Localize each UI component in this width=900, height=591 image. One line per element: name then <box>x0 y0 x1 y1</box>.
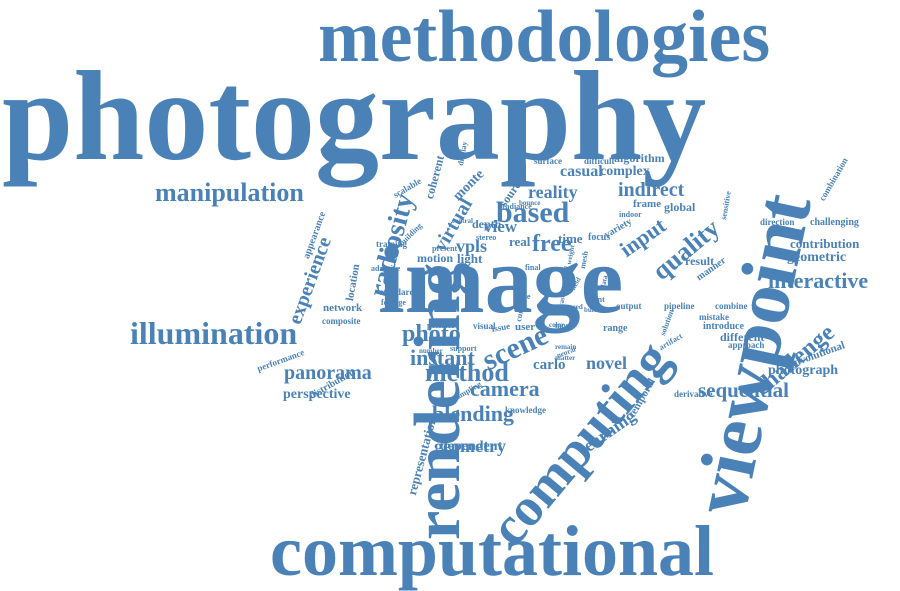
word-computational: computational <box>270 511 715 591</box>
word-pipeline: pipeline <box>664 301 695 311</box>
word-combine: combine <box>715 301 748 311</box>
word-geometry: geometry <box>434 436 506 456</box>
word-solution: solution <box>658 308 676 337</box>
word-illumination: illumination <box>130 315 298 351</box>
word-image: image <box>378 226 624 333</box>
word-algorithm: algorithm <box>614 151 665 165</box>
word-photograph: photograph <box>768 363 839 378</box>
word-scale: scale <box>514 292 531 301</box>
word-point: point <box>587 295 605 304</box>
word-contribution: contribution <box>790 236 860 251</box>
word-instant: instant <box>410 345 475 370</box>
word-dependent: dependent <box>440 439 503 454</box>
word-photo: photo <box>402 321 461 347</box>
word-support: support <box>450 344 477 353</box>
word-visual: visual <box>473 321 496 331</box>
word-real: real <box>509 234 531 249</box>
word-interactive: interactive <box>768 268 869 293</box>
word-geometric: geometric <box>787 250 847 265</box>
word-methodologies: methodologies <box>318 0 771 78</box>
word-camera: camera <box>470 376 540 401</box>
word-depth: depth <box>472 217 502 231</box>
word-indoor: indoor <box>619 210 642 219</box>
word-mistake: mistake <box>699 312 729 322</box>
word-manipulation: manipulation <box>155 178 304 207</box>
word-challenging: challenging <box>810 217 859 228</box>
word-photography: photography <box>2 45 707 187</box>
word-light: light <box>457 251 483 266</box>
word-knowledge: knowledge <box>505 405 547 415</box>
word-stereo: stereo <box>476 233 497 242</box>
word-sequential: sequential <box>698 378 790 402</box>
word-novel: novel <box>586 353 628 373</box>
word-vpls: vpls <box>456 236 488 256</box>
word-buffer: buffer <box>584 306 603 314</box>
word-reality: reality <box>528 182 578 202</box>
word-standard: standard <box>380 287 415 297</box>
word-number: number <box>419 347 443 355</box>
word-output: output <box>616 301 642 311</box>
word-composite: composite <box>322 316 361 326</box>
word-blending: blending <box>432 401 514 426</box>
word-result: result <box>685 254 715 268</box>
word-perspective: perspective <box>283 387 351 402</box>
word-radiance: radiance <box>502 202 532 211</box>
word-different: different <box>720 330 765 344</box>
word-final: final <box>525 263 541 272</box>
word-based: based <box>496 196 570 229</box>
word-location: location <box>344 263 363 302</box>
word-bounce: bounce <box>519 199 541 207</box>
word-derivative: derivative <box>674 389 713 399</box>
word-casual: casual <box>560 163 603 180</box>
word-free: free <box>532 231 572 257</box>
word-central: central <box>452 217 473 225</box>
word-method: method <box>425 358 509 387</box>
word-view: view <box>484 217 518 236</box>
word-direction: direction <box>760 217 795 227</box>
word-time: time <box>558 231 583 246</box>
word-complex: complex <box>600 164 650 179</box>
word-global: global <box>664 200 696 214</box>
word-present: present <box>432 244 458 253</box>
word-focus: focus <box>588 232 611 243</box>
word-surface: surface <box>534 156 562 166</box>
word-user: user <box>515 321 536 333</box>
word-frame: frame <box>633 198 662 210</box>
word-network: network <box>323 302 363 314</box>
word-sensitive: sensitive <box>719 190 733 221</box>
word-possible: possible <box>427 321 455 330</box>
word-combination: combination <box>817 155 850 203</box>
word-motion: motion <box>417 251 453 265</box>
word-color: color <box>549 321 565 329</box>
word-footage: footage <box>381 298 406 307</box>
word-carlo: carlo <box>533 357 566 373</box>
word-indirect: indirect <box>618 179 685 201</box>
word-speed: speed <box>566 303 583 311</box>
word-most: most <box>555 321 572 330</box>
word-training: training <box>376 239 408 249</box>
word-adaptive: adaptive <box>371 264 401 273</box>
word-range: range <box>603 323 628 334</box>
word-remain: remain <box>555 343 577 351</box>
word-matter: matter <box>555 354 576 362</box>
word-panorama: panorama <box>284 362 372 384</box>
word-introduce: introduce <box>703 321 744 332</box>
word-approach: approach <box>728 340 765 350</box>
word-difficult: difficult <box>584 156 615 166</box>
